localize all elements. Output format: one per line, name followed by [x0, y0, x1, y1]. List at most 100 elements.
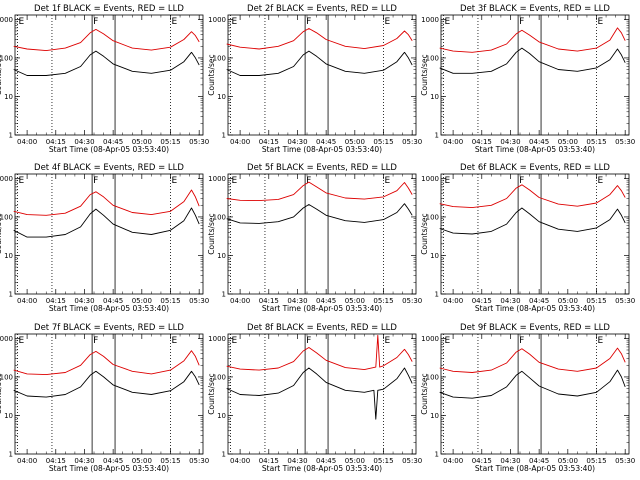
- chart-title: Det 4f BLACK = Events, RED = LLD: [34, 163, 184, 173]
- x-tick-label: 04:45: [103, 457, 123, 465]
- x-tick-label: 05:00: [132, 138, 152, 146]
- marker-label: E: [171, 176, 177, 186]
- chart-panel-2: Det 2f BLACK = Events, RED = LLD 1 10 100 10…: [207, 4, 422, 154]
- y-tick-label: 1: [9, 451, 13, 459]
- y-tick-label: 1000: [421, 335, 439, 343]
- series-line-lld: [13, 350, 200, 376]
- x-tick-label: 04:15: [472, 138, 492, 146]
- marker-label: E: [597, 17, 603, 27]
- x-tick-label: 05:15: [160, 138, 180, 146]
- y-axis-label: Counts/sec: [207, 373, 216, 414]
- y-tick-label: 1000: [421, 175, 439, 183]
- marker-label: E: [232, 176, 238, 186]
- y-tick-label: 1: [435, 291, 439, 299]
- x-tick-label: 05:30: [189, 138, 209, 146]
- series-line-lld: [226, 28, 413, 50]
- x-tick-label: 04:00: [230, 457, 250, 465]
- x-tick-label: 04:00: [230, 297, 250, 305]
- x-tick-label: 05:15: [160, 457, 180, 465]
- y-tick-label: 1: [222, 132, 226, 140]
- y-axis-label: Counts/sec: [207, 54, 216, 95]
- y-tick-label: 10: [4, 252, 13, 260]
- y-tick-label: 100: [426, 213, 439, 221]
- x-tick-label: 04:15: [259, 297, 279, 305]
- plot-frame: [440, 333, 630, 455]
- x-tick-label: 05:30: [615, 297, 635, 305]
- y-tick-label: 100: [426, 373, 439, 381]
- marker-label: E: [445, 176, 451, 186]
- x-tick-label: 04:30: [500, 138, 520, 146]
- series-line-lld: [13, 189, 200, 216]
- y-tick-label: 1000: [208, 335, 226, 343]
- marker-label: E: [445, 336, 451, 346]
- x-tick-label: 05:00: [132, 457, 152, 465]
- series-line-lld: [439, 347, 626, 373]
- chart-title: Det 1f BLACK = Events, RED = LLD: [34, 4, 184, 14]
- y-tick-label: 1000: [208, 175, 226, 183]
- x-tick-label: 05:15: [160, 297, 180, 305]
- y-tick-label: 1000: [421, 16, 439, 24]
- marker-label: E: [384, 336, 390, 346]
- series-line-events: [439, 369, 626, 399]
- marker-label: E: [171, 336, 177, 346]
- x-tick-label: 04:00: [17, 457, 37, 465]
- chart-panel-3: Det 3f BLACK = Events, RED = LLD 1 10 100 10…: [420, 4, 635, 154]
- series-line-lld: [226, 334, 413, 371]
- marker-label: E: [597, 336, 603, 346]
- x-tick-label: 04:30: [500, 297, 520, 305]
- y-tick-label: 100: [0, 213, 13, 221]
- y-tick-label: 10: [430, 252, 439, 260]
- marker-label: F: [306, 176, 311, 186]
- y-tick-label: 1: [435, 451, 439, 459]
- marker-label: F: [519, 176, 524, 186]
- x-tick-label: 05:30: [615, 457, 635, 465]
- x-tick-label: 05:30: [189, 457, 209, 465]
- marker-label: E: [19, 176, 25, 186]
- y-tick-label: 100: [213, 373, 226, 381]
- x-tick-label: 05:00: [345, 457, 365, 465]
- series-line-lld: [226, 181, 413, 202]
- chart-panel-8: Det 8f BLACK = Events, RED = LLD 1 10 100 10…: [207, 323, 422, 473]
- plot-frame: [227, 173, 417, 295]
- x-tick-label: 05:00: [345, 297, 365, 305]
- x-tick-label: 05:15: [373, 138, 393, 146]
- x-tick-label: 04:15: [46, 138, 66, 146]
- y-tick-label: 1: [9, 132, 13, 140]
- plot-frame: [227, 14, 417, 136]
- x-tick-label: 04:15: [46, 457, 66, 465]
- marker-label: E: [171, 17, 177, 27]
- chart-panel-4: Det 4f BLACK = Events, RED = LLD 1 10 100 10…: [0, 163, 209, 313]
- y-axis-label: Counts/sec: [0, 213, 3, 254]
- y-tick-label: 1: [222, 291, 226, 299]
- chart-title: Det 8f BLACK = Events, RED = LLD: [247, 323, 397, 333]
- y-tick-label: 1000: [0, 16, 13, 24]
- x-axis-label: Start Time (08-Apr-05 03:53:40): [49, 304, 169, 313]
- series-line-events: [226, 50, 413, 76]
- marker-label: E: [384, 17, 390, 27]
- y-tick-label: 10: [430, 93, 439, 101]
- y-tick-label: 1000: [0, 175, 13, 183]
- x-tick-label: 04:30: [74, 138, 94, 146]
- x-tick-label: 05:30: [189, 297, 209, 305]
- y-tick-label: 1: [222, 451, 226, 459]
- x-axis-label: Start Time (08-Apr-05 03:53:40): [262, 464, 382, 473]
- x-tick-label: 04:30: [74, 457, 94, 465]
- x-tick-label: 04:45: [316, 138, 336, 146]
- chart-title: Det 9f BLACK = Events, RED = LLD: [460, 323, 610, 333]
- x-axis-label: Start Time (08-Apr-05 03:53:40): [262, 304, 382, 313]
- y-tick-label: 10: [4, 93, 13, 101]
- x-axis-label: Start Time (08-Apr-05 03:53:40): [475, 145, 595, 154]
- x-tick-label: 05:15: [373, 457, 393, 465]
- x-tick-label: 05:00: [558, 138, 578, 146]
- x-tick-label: 04:00: [17, 297, 37, 305]
- x-axis-label: Start Time (08-Apr-05 03:53:40): [49, 145, 169, 154]
- y-axis-label: Counts/sec: [0, 54, 3, 95]
- x-axis-label: Start Time (08-Apr-05 03:53:40): [49, 464, 169, 473]
- x-tick-label: 04:45: [103, 138, 123, 146]
- series-line-events: [13, 50, 200, 76]
- marker-label: F: [93, 17, 98, 27]
- series-line-events: [226, 203, 413, 224]
- y-tick-label: 10: [4, 412, 13, 420]
- y-axis-label: Counts/sec: [207, 213, 216, 254]
